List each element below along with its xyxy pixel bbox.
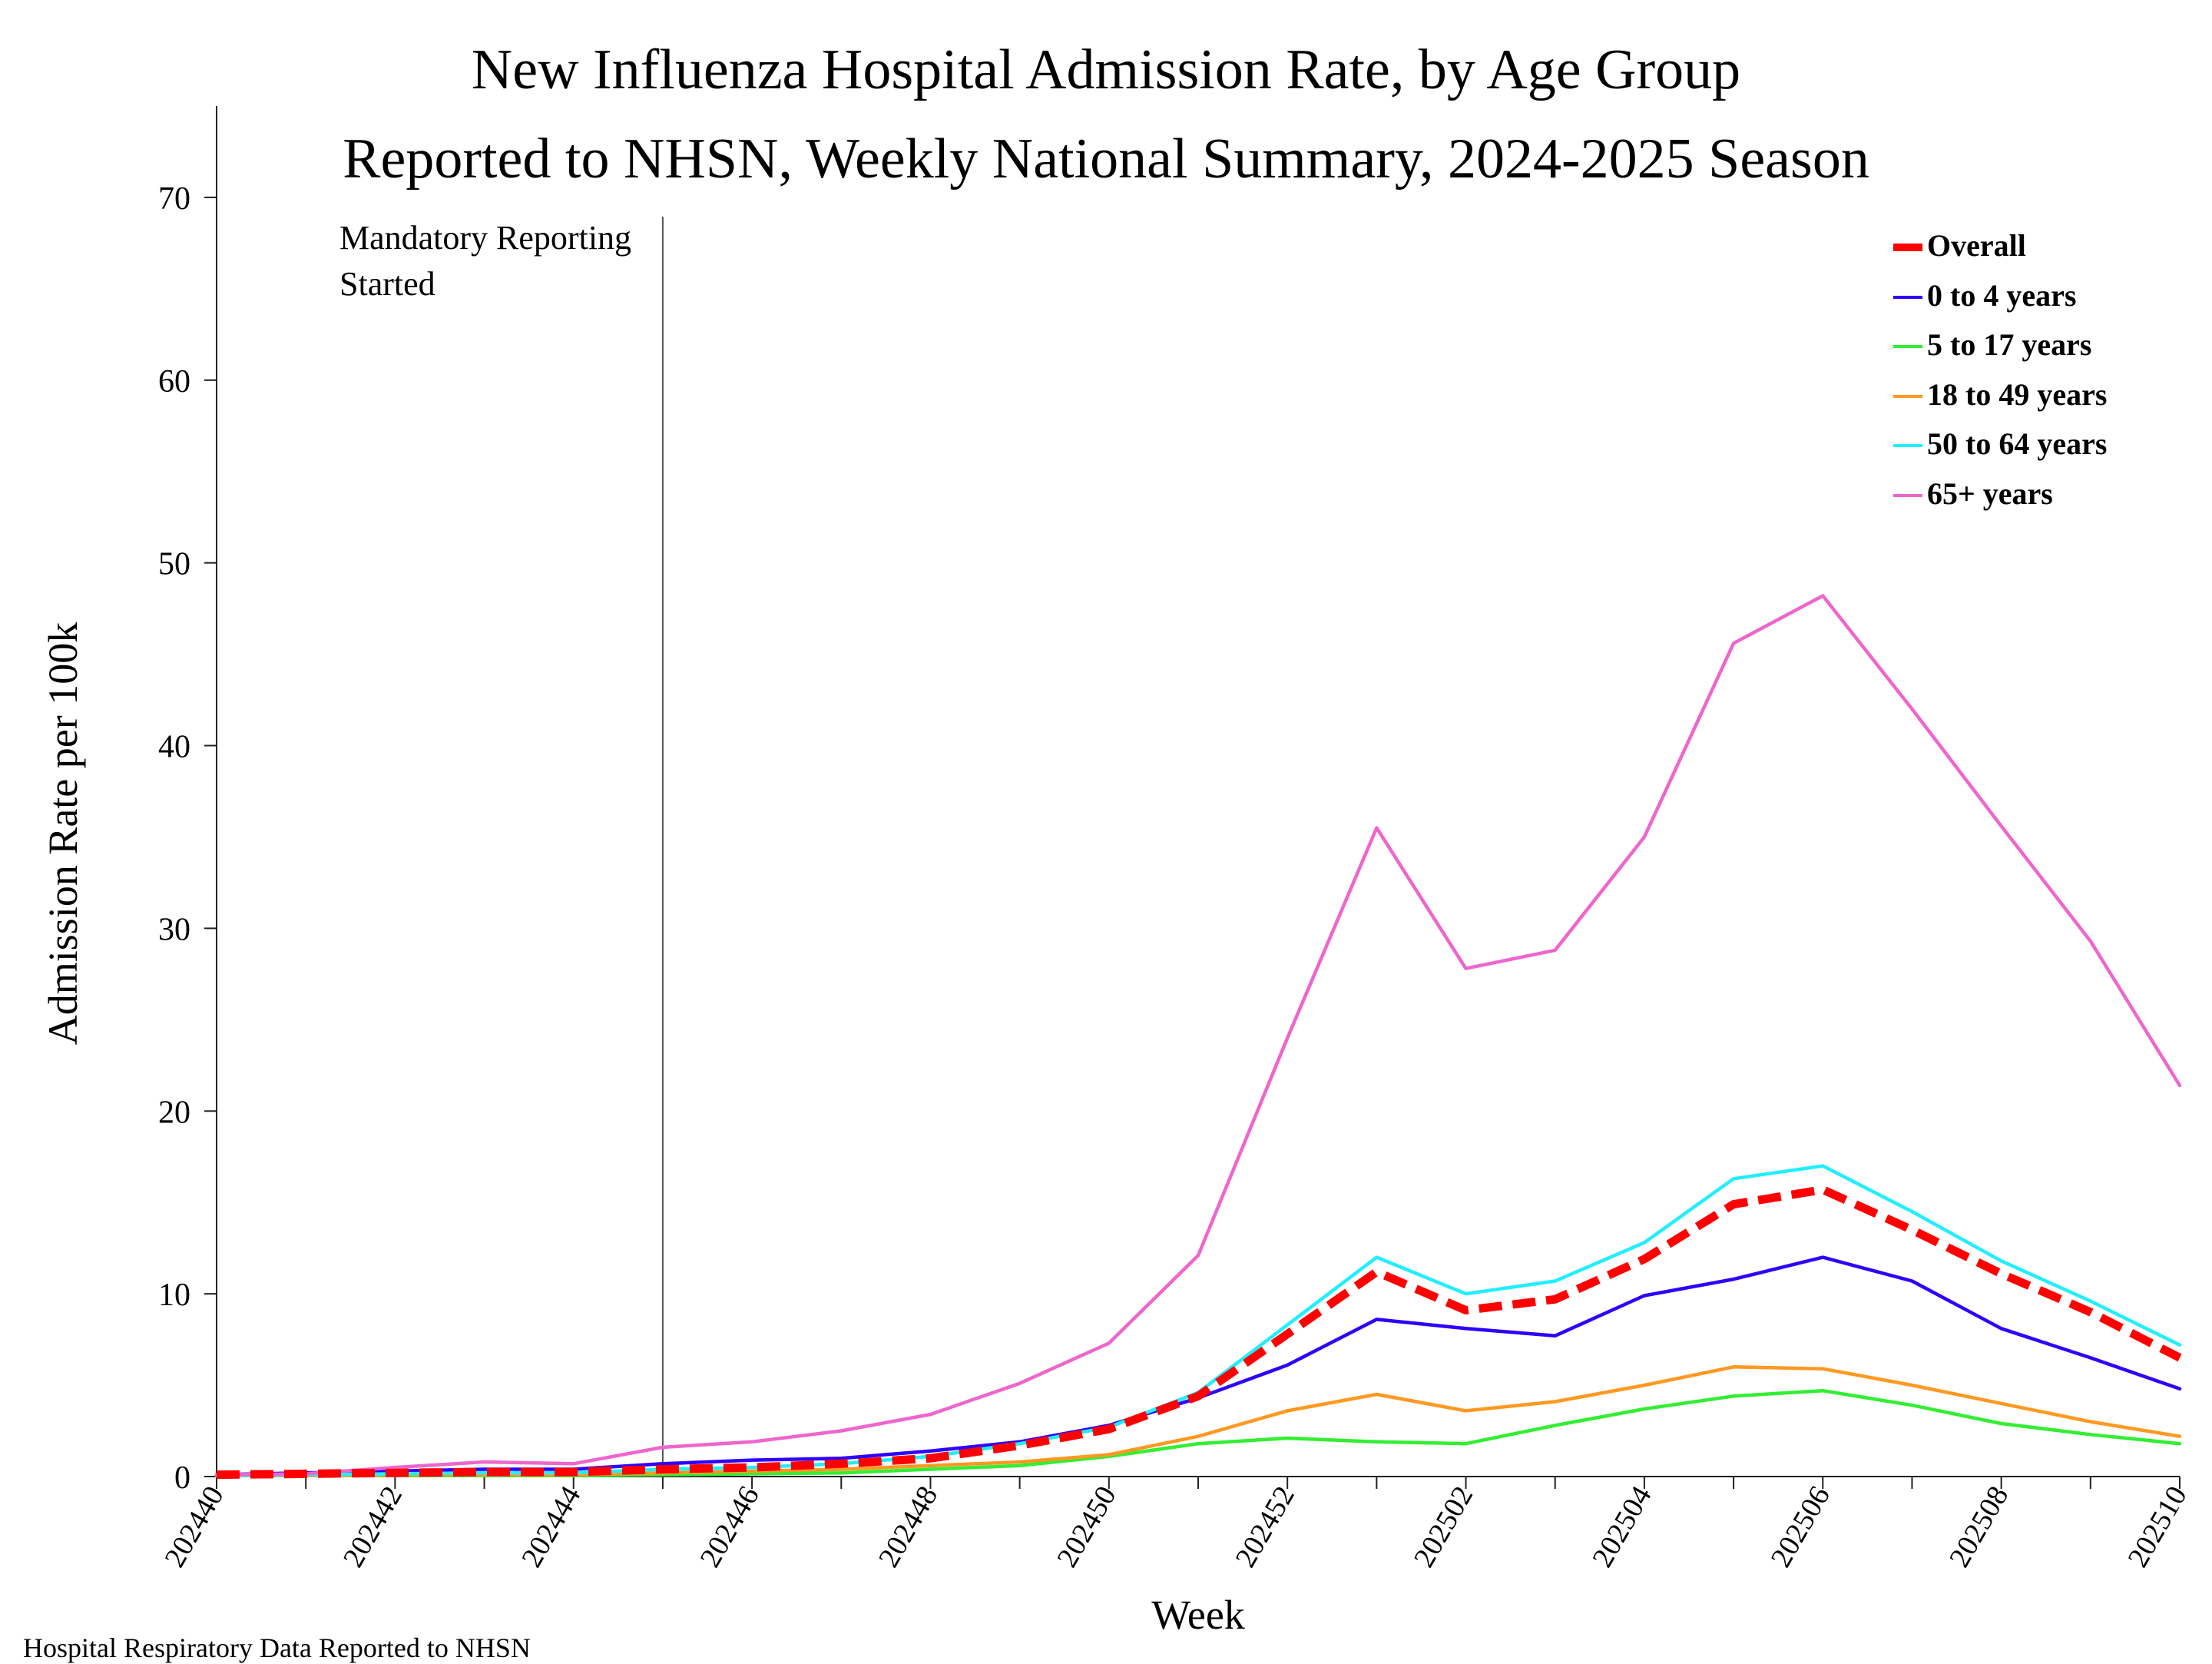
series-line-50-to-64-years [214,1164,2182,1478]
legend-label-18-to-49-years: 18 to 49 years [1927,376,2108,412]
x-tick-label: 202452 [1230,1481,1301,1573]
y-tick-label: 30 [158,912,190,947]
annotation-line-2: Started [339,265,435,303]
y-tick-label: 60 [158,364,190,399]
x-tick-label: 202506 [1765,1481,1836,1573]
y-tick-label: 10 [158,1278,190,1313]
legend-swatch-50-to-64-years [1893,444,1922,447]
legend-swatch-65-years [1893,493,1922,497]
x-tick-label: 202502 [1408,1481,1479,1573]
legend-label-5-to-17-years: 5 to 17 years [1927,327,2092,362]
series-line-65-years [214,594,2182,1477]
legend-swatch-0-to-4-years [1893,295,1922,299]
y-tick-label: 70 [158,181,190,217]
x-tick-label: 202504 [1586,1481,1657,1573]
y-tick-label: 20 [158,1095,190,1130]
y-axis-title: Admission Rate per 100k [40,622,86,1045]
chart-title: New Influenza Hospital Admission Rate, b… [471,38,1741,101]
y-tick-label: 40 [158,730,190,765]
y-tick-label: 50 [158,547,190,582]
chart-subtitle: Reported to NHSN, Weekly National Summar… [343,128,1869,191]
x-tick-label: 202510 [2121,1481,2193,1573]
x-axis-title: Week [1151,1592,1245,1638]
annotation-mandatory-reporting: Mandatory Reporting Started [339,215,631,307]
y-tick-label: 0 [174,1460,190,1496]
x-tick-label: 202442 [337,1481,409,1573]
x-tick-label: 202448 [873,1481,944,1573]
legend-label-50-to-64-years: 50 to 64 years [1927,426,2108,461]
x-tick-label: 202440 [158,1481,230,1573]
x-tick-label: 202450 [1051,1481,1122,1573]
x-tick-label: 202508 [1943,1481,2015,1573]
x-tick-label: 202446 [694,1481,766,1573]
annotation-line-1: Mandatory Reporting [339,219,632,257]
legend-label-0-to-4-years: 0 to 4 years [1927,277,2077,313]
legend-swatch-18-to-49-years [1893,394,1922,398]
x-tick-label: 202444 [515,1481,587,1573]
legend-label-65-years: 65+ years [1927,476,2053,511]
footer-source-note: Hospital Respiratory Data Reported to NH… [23,1633,531,1663]
series-line-18-to-49-years [214,1365,2182,1478]
series-line-overall [216,1185,2182,1480]
legend-label-overall: Overall [1927,228,2026,263]
legend-swatch-5-to-17-years [1893,345,1922,348]
legend-swatch-overall [1893,244,1922,251]
